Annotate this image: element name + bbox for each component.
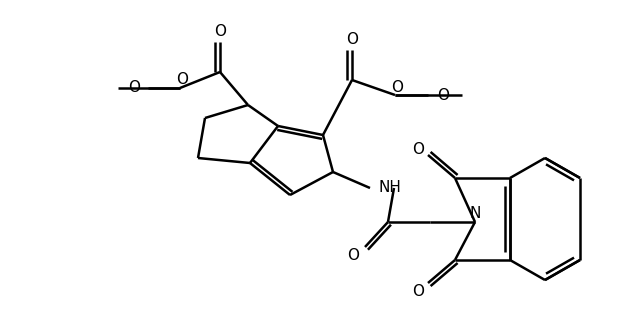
Text: N: N	[469, 206, 481, 222]
Text: NH: NH	[378, 180, 401, 196]
Text: O: O	[412, 141, 424, 157]
Text: O: O	[128, 81, 140, 95]
Text: O: O	[347, 248, 359, 262]
Text: O: O	[346, 33, 358, 48]
Text: O: O	[412, 283, 424, 299]
Text: O: O	[214, 24, 226, 40]
Text: O: O	[391, 80, 403, 94]
Text: O: O	[176, 73, 188, 87]
Text: O: O	[437, 87, 449, 102]
